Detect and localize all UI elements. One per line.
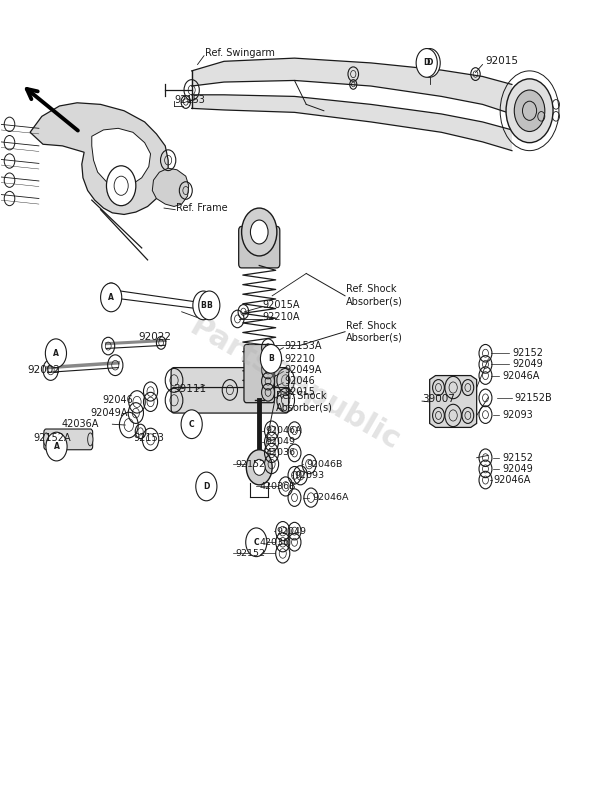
Text: Ref. Shock: Ref. Shock [346, 284, 397, 294]
Text: 92093: 92093 [294, 471, 325, 479]
Circle shape [101, 283, 122, 312]
Text: A: A [54, 442, 59, 451]
Text: D: D [203, 482, 210, 491]
FancyBboxPatch shape [244, 344, 274, 403]
Text: 92210A: 92210A [262, 312, 300, 322]
Text: Absorber(s): Absorber(s) [346, 332, 403, 342]
Text: 92049A: 92049A [284, 365, 322, 375]
Text: A: A [108, 293, 114, 302]
Text: 92046: 92046 [102, 396, 133, 405]
Ellipse shape [88, 433, 93, 446]
Text: 92046A: 92046A [493, 475, 531, 485]
Text: 92152: 92152 [502, 453, 533, 463]
Circle shape [46, 432, 67, 461]
Text: 92049: 92049 [512, 360, 542, 369]
Text: 92093: 92093 [502, 410, 532, 419]
Text: 92049: 92049 [502, 464, 532, 474]
Circle shape [246, 450, 272, 485]
Text: 42036A: 42036A [61, 419, 98, 429]
Text: 92046A: 92046A [502, 371, 540, 380]
Ellipse shape [44, 433, 49, 446]
Circle shape [514, 90, 545, 132]
Text: 39007: 39007 [422, 395, 455, 404]
Circle shape [198, 291, 220, 320]
FancyBboxPatch shape [171, 368, 289, 393]
Text: 92153: 92153 [174, 94, 205, 105]
Polygon shape [92, 129, 151, 185]
Text: 92049A: 92049A [91, 408, 128, 418]
Polygon shape [153, 169, 188, 206]
Polygon shape [30, 103, 168, 214]
Circle shape [246, 528, 267, 557]
Circle shape [45, 339, 67, 368]
Text: 92152: 92152 [512, 348, 543, 358]
Circle shape [416, 49, 437, 78]
Text: 92015: 92015 [485, 56, 518, 66]
Circle shape [196, 472, 217, 501]
Text: 92152: 92152 [236, 459, 266, 468]
Text: Ref. Frame: Ref. Frame [176, 203, 227, 213]
FancyBboxPatch shape [44, 429, 92, 450]
Circle shape [253, 459, 265, 475]
Polygon shape [191, 95, 512, 151]
Text: B: B [268, 354, 274, 364]
Text: 42036: 42036 [265, 448, 295, 458]
Polygon shape [191, 58, 512, 114]
Text: 92046A: 92046A [312, 493, 349, 502]
Text: 92046: 92046 [284, 376, 315, 386]
Circle shape [506, 79, 553, 143]
Polygon shape [429, 376, 477, 427]
Text: 92049: 92049 [277, 527, 307, 535]
Text: 92152: 92152 [236, 549, 266, 558]
Circle shape [107, 166, 136, 205]
Text: 92210: 92210 [284, 354, 315, 364]
Text: 92046B: 92046B [306, 459, 343, 468]
Text: Absorber(s): Absorber(s) [276, 403, 333, 412]
Text: D: D [423, 58, 430, 67]
Text: 39111: 39111 [173, 384, 207, 394]
Text: B: B [206, 301, 212, 310]
Circle shape [241, 208, 277, 256]
Circle shape [260, 344, 282, 373]
Circle shape [250, 220, 268, 244]
Text: 92153A: 92153A [284, 341, 322, 351]
Text: B: B [200, 301, 206, 310]
Text: 92002: 92002 [27, 365, 60, 375]
Text: 92046A: 92046A [265, 426, 302, 435]
Text: 42036B: 42036B [259, 482, 296, 491]
Circle shape [193, 291, 214, 320]
Circle shape [419, 49, 440, 78]
Text: Ref. Swingarm: Ref. Swingarm [205, 48, 275, 58]
Text: D: D [426, 58, 433, 67]
Text: 42036: 42036 [259, 538, 289, 547]
FancyBboxPatch shape [239, 226, 280, 268]
Text: 92015: 92015 [284, 388, 315, 397]
Text: 92049: 92049 [265, 437, 295, 447]
Text: A: A [53, 348, 59, 358]
Text: C: C [253, 538, 259, 547]
FancyBboxPatch shape [171, 388, 289, 413]
Text: Ref. Shock: Ref. Shock [346, 321, 397, 331]
Text: Absorber(s): Absorber(s) [346, 296, 403, 306]
Text: 92022: 92022 [139, 332, 172, 342]
Text: Ref. Shock: Ref. Shock [276, 392, 326, 401]
Text: PartsRepublic: PartsRepublic [184, 312, 405, 455]
Text: 92152A: 92152A [33, 433, 71, 443]
Text: 92153: 92153 [133, 433, 164, 443]
Circle shape [181, 410, 202, 439]
Text: 92015A: 92015A [262, 300, 300, 310]
Text: 92152B: 92152B [515, 393, 552, 403]
Text: C: C [189, 419, 194, 429]
